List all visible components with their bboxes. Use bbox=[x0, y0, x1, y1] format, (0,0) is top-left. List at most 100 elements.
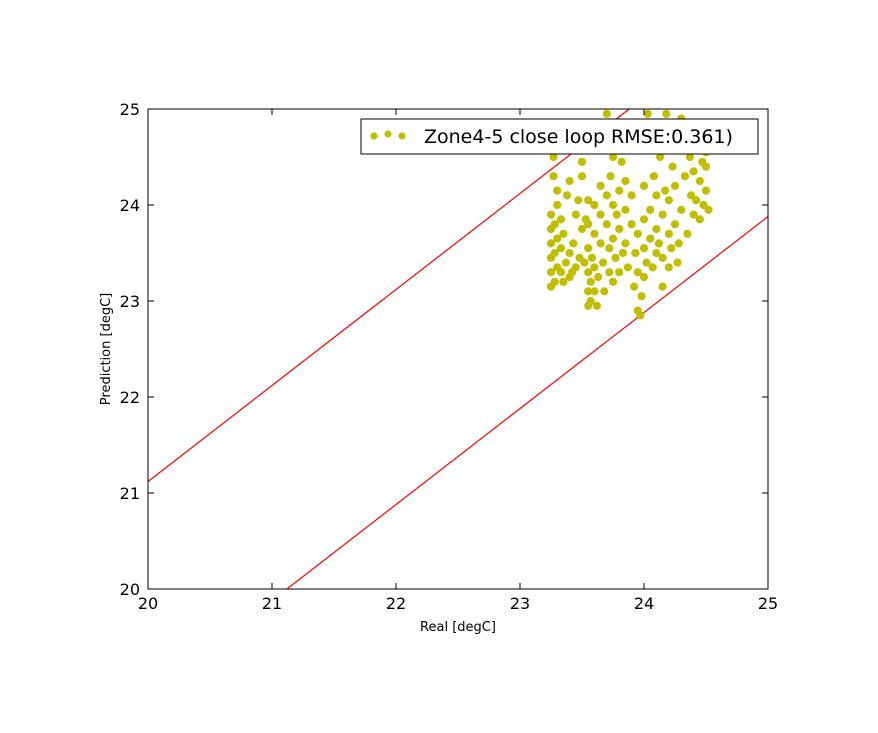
legend-box bbox=[360, 118, 759, 155]
data-point bbox=[587, 253, 597, 262]
data-point bbox=[569, 239, 578, 248]
data-point bbox=[584, 268, 593, 277]
data-point bbox=[621, 176, 630, 186]
data-point bbox=[658, 253, 667, 262]
data-point bbox=[617, 157, 626, 166]
data-point bbox=[704, 205, 713, 214]
data-point bbox=[631, 248, 640, 258]
data-point bbox=[590, 200, 599, 210]
data-point bbox=[584, 244, 593, 253]
data-point bbox=[677, 205, 686, 214]
y-axis-label: Prediction [degC] bbox=[99, 293, 114, 405]
data-point bbox=[549, 172, 558, 181]
legend-marker bbox=[370, 132, 378, 140]
plot-frame bbox=[147, 108, 769, 590]
data-point bbox=[602, 109, 611, 118]
data-point bbox=[550, 220, 559, 229]
data-point bbox=[643, 109, 652, 118]
data-point bbox=[565, 248, 574, 258]
data-point bbox=[652, 191, 661, 200]
data-point bbox=[689, 167, 698, 176]
data-point bbox=[559, 229, 568, 238]
data-point bbox=[598, 258, 608, 267]
data-point bbox=[642, 258, 651, 267]
data-point bbox=[577, 172, 587, 181]
data-point bbox=[689, 210, 698, 219]
data-point bbox=[556, 244, 566, 253]
data-point bbox=[637, 292, 646, 301]
data-point bbox=[646, 205, 655, 214]
data-point bbox=[590, 287, 599, 296]
reference-line-2 bbox=[286, 216, 768, 589]
data-point bbox=[627, 191, 636, 200]
data-point bbox=[596, 239, 605, 248]
data-point bbox=[654, 239, 663, 248]
data-point bbox=[596, 181, 605, 190]
data-point bbox=[590, 229, 599, 238]
x-tick-label: 21 bbox=[262, 594, 282, 613]
data-point bbox=[575, 253, 584, 262]
y-tick-label: 25 bbox=[120, 100, 140, 119]
data-point bbox=[586, 296, 595, 306]
data-point bbox=[673, 258, 682, 267]
data-point bbox=[546, 239, 556, 248]
data-point bbox=[615, 268, 624, 277]
data-point bbox=[546, 210, 556, 219]
y-tick-label: 20 bbox=[120, 580, 140, 599]
data-point bbox=[701, 186, 711, 195]
data-point bbox=[556, 215, 566, 224]
data-point bbox=[662, 109, 671, 118]
data-point bbox=[580, 258, 589, 267]
data-point bbox=[577, 224, 587, 234]
data-point bbox=[674, 239, 683, 248]
data-point bbox=[574, 196, 583, 205]
data-point bbox=[701, 162, 711, 171]
data-point bbox=[571, 263, 580, 272]
data-point bbox=[586, 277, 595, 286]
legend-marker bbox=[398, 132, 406, 140]
data-point bbox=[565, 176, 574, 186]
data-point bbox=[608, 277, 618, 286]
legend: Zone4-5 close loop RMSE:0.361) bbox=[360, 118, 759, 155]
data-point bbox=[592, 301, 601, 310]
data-point bbox=[553, 200, 562, 210]
data-point bbox=[639, 272, 649, 282]
data-point bbox=[559, 277, 568, 286]
data-point bbox=[615, 224, 624, 234]
y-tick-label: 21 bbox=[120, 484, 140, 503]
x-axis-label: Real [degC] bbox=[420, 620, 496, 635]
data-point bbox=[649, 172, 659, 181]
data-point bbox=[602, 191, 611, 200]
x-tick-label: 22 bbox=[386, 594, 406, 613]
data-point bbox=[670, 181, 680, 190]
data-point bbox=[602, 220, 611, 229]
data-point bbox=[691, 196, 701, 205]
data-point bbox=[680, 172, 690, 181]
x-tick-label: 24 bbox=[634, 594, 654, 613]
x-tick-label: 23 bbox=[510, 594, 530, 613]
data-point bbox=[668, 162, 677, 171]
data-point bbox=[608, 200, 618, 210]
data-point bbox=[596, 210, 605, 219]
data-point bbox=[618, 248, 628, 258]
data-point bbox=[695, 215, 704, 224]
data-point bbox=[553, 234, 562, 243]
data-point bbox=[605, 244, 614, 253]
data-point bbox=[660, 186, 670, 195]
data-point bbox=[561, 258, 570, 267]
x-tick-label: 20 bbox=[138, 594, 158, 613]
data-point bbox=[608, 234, 618, 243]
data-point bbox=[584, 196, 593, 205]
data-point bbox=[584, 220, 593, 229]
data-point bbox=[664, 263, 673, 272]
data-point bbox=[621, 205, 630, 214]
data-point bbox=[611, 253, 620, 262]
data-point bbox=[639, 244, 649, 253]
data-point bbox=[639, 215, 649, 224]
legend-marker bbox=[384, 130, 392, 138]
data-point bbox=[664, 229, 673, 238]
data-point bbox=[683, 229, 692, 238]
data-point bbox=[667, 244, 676, 253]
y-tick-label: 23 bbox=[120, 292, 140, 311]
data-point bbox=[615, 186, 624, 195]
